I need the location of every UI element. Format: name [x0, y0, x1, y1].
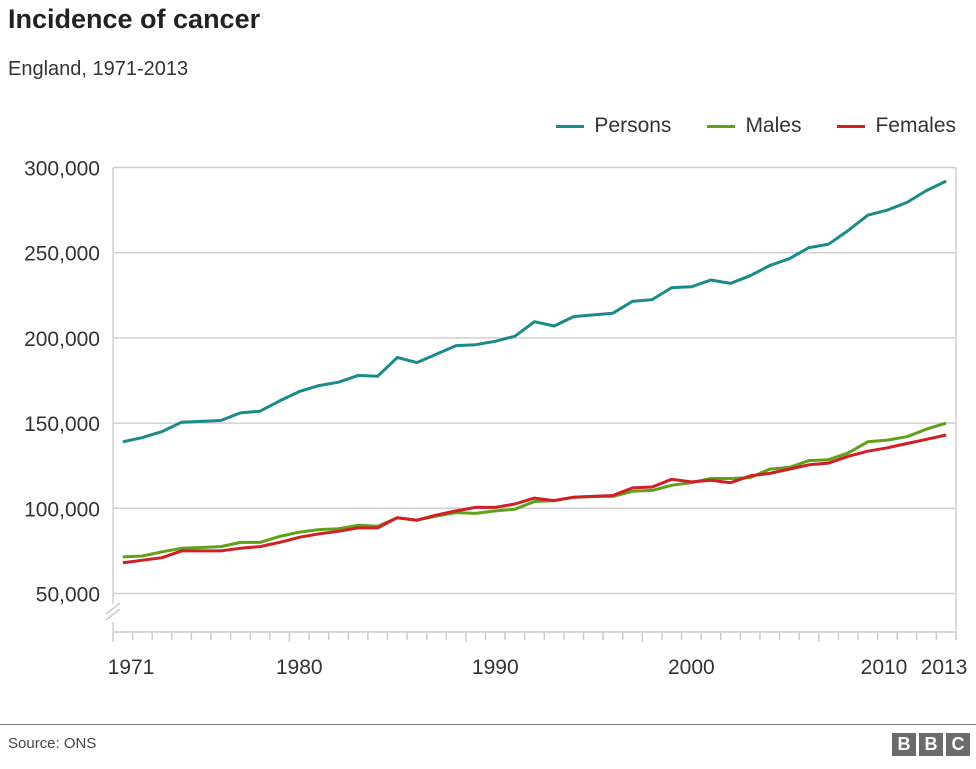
legend-label-females: Females	[875, 114, 956, 137]
legend-item-males: Males	[707, 114, 801, 138]
legend-swatch-females	[837, 124, 866, 128]
x-tick-label: 1990	[472, 656, 519, 679]
footer-divider	[0, 724, 976, 725]
y-tick-label: 250,000	[24, 243, 100, 266]
y-tick-label: 150,000	[24, 413, 100, 436]
x-tick-label: 1971	[108, 656, 155, 679]
series-line-persons	[122, 179, 947, 444]
legend-swatch-persons	[556, 124, 585, 128]
x-tick-label: 2013	[921, 656, 968, 679]
y-tick-label: 200,000	[24, 328, 100, 351]
plot-area: 50,000 100,000 150,000 200,000 250,000 300,00…	[24, 158, 968, 680]
y-tick-label: 300,000	[24, 158, 100, 181]
legend-item-persons: Persons	[556, 114, 671, 138]
axis-break-mark	[105, 602, 121, 615]
legend-item-females: Females	[837, 114, 956, 138]
x-tick-label: 1980	[276, 656, 323, 679]
chart-subtitle: England, 1971-2013	[8, 58, 189, 80]
y-tick-label: 50,000	[36, 584, 100, 607]
x-tick-label: 2010	[861, 656, 908, 679]
legend-label-males: Males	[745, 114, 802, 137]
legend: Persons Males Females	[556, 114, 956, 138]
series-line-females	[122, 433, 947, 565]
y-tick-label: 100,000	[24, 498, 100, 521]
axis-break-mark	[105, 608, 121, 621]
x-tick-label: 2000	[668, 656, 715, 679]
legend-swatch-males	[707, 124, 736, 128]
legend-label-persons: Persons	[594, 114, 672, 137]
source-note: Source: ONS	[8, 735, 97, 752]
chart-title: Incidence of cancer	[8, 4, 261, 34]
series-line-males	[122, 421, 947, 559]
